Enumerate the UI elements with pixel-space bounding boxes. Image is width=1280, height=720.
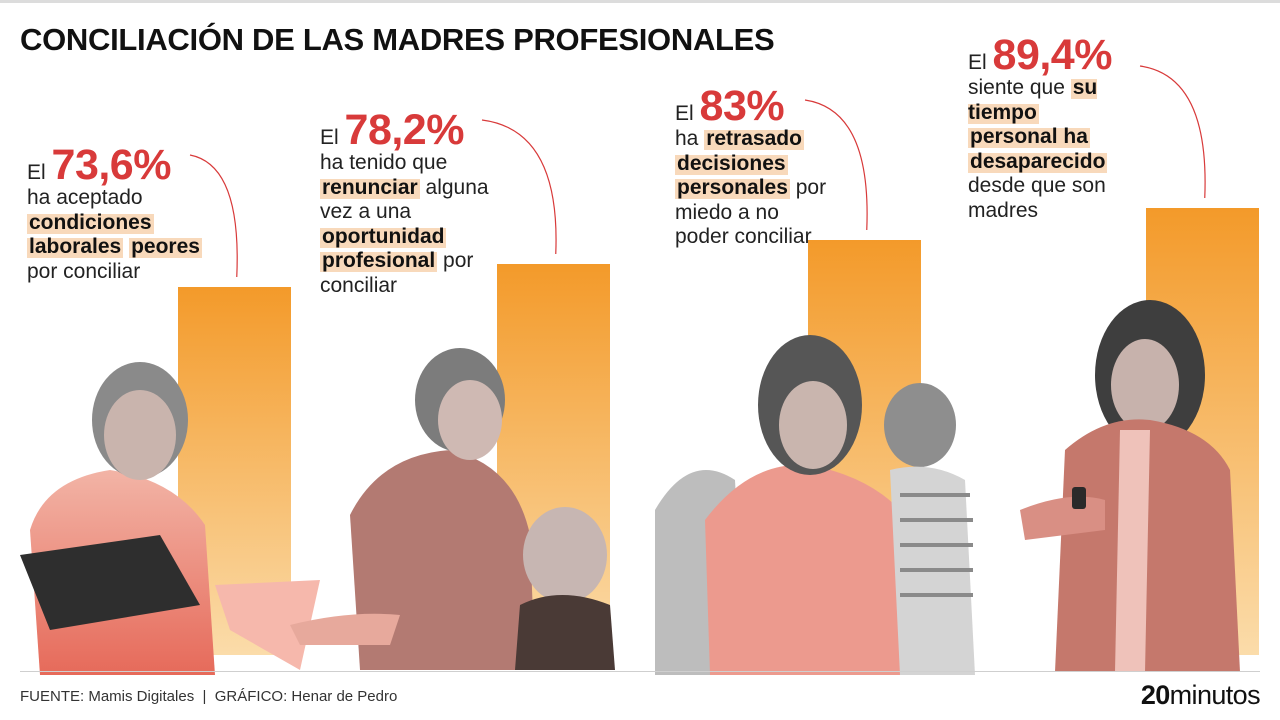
stat-percentage: 83%	[699, 82, 785, 130]
highlighted-phrase: laborales	[27, 235, 124, 258]
stat-prefix: El	[968, 51, 987, 74]
stat-block-2: El 78,2% ha tenido que renunciar alguna v…	[320, 109, 520, 298]
stat-text: siente que su tiempo personal ha desapar…	[968, 76, 1108, 222]
brand-logo[interactable]: 20minutos	[1140, 680, 1261, 711]
highlighted-phrase: su tiempo	[968, 76, 1098, 124]
highlighted-phrase: decisiones	[675, 151, 788, 175]
footer-rule	[20, 671, 1260, 672]
highlighted-phrase: profesional	[320, 249, 438, 272]
connector-line-1	[189, 154, 238, 278]
stat-percentage: 89,4%	[992, 31, 1113, 79]
highlighted-phrase: desaparecido	[968, 149, 1108, 173]
stat-prefix: El	[27, 161, 46, 184]
mother-with-clipboard-photo	[20, 362, 320, 675]
connector-line-2	[481, 119, 557, 255]
highlighted-phrase: peores	[129, 235, 202, 258]
mother-thinking-with-child-photo	[655, 335, 975, 675]
connector-line-3	[804, 99, 868, 231]
highlighted-phrase: renunciar	[320, 175, 420, 199]
highlighted-phrase: oportunidad	[320, 224, 447, 248]
stat-text: ha aceptado condiciones laborales peores…	[27, 186, 202, 283]
stat-block-3: El 83% ha retrasado decisiones personales…	[675, 85, 835, 250]
highlighted-phrase: condiciones	[27, 210, 154, 234]
connector-line-4	[1139, 65, 1206, 199]
highlighted-phrase: personal ha	[968, 125, 1090, 148]
stat-block-4: El 89,4% siente que su tiempo personal ha…	[968, 34, 1133, 223]
stat-text: ha tenido que renunciar alguna vez a una…	[320, 151, 489, 297]
highlighted-phrase: personales	[675, 176, 790, 199]
source-credit: FUENTE: Mamis Digitales | GRÁFICO: Henar…	[20, 688, 398, 705]
stat-percentage: 78,2%	[344, 106, 465, 154]
page-title: CONCILIACIÓN DE LAS MADRES PROFESIONALES	[20, 22, 775, 57]
stat-prefix: El	[320, 126, 339, 149]
top-rule	[0, 0, 1280, 3]
mother-on-phone-with-baby-photo	[290, 348, 615, 670]
stat-text: ha retrasado decisiones personales por m…	[675, 127, 827, 248]
mother-checking-watch-photo	[1020, 300, 1240, 672]
highlighted-phrase: retrasado	[704, 127, 804, 150]
connectors-group	[189, 65, 1206, 278]
stat-percentage: 73,6%	[51, 141, 172, 189]
stat-block-1: El 73,6% ha aceptado condiciones laborale…	[27, 144, 227, 284]
stat-prefix: El	[675, 102, 694, 125]
brand-word: minutos	[1169, 680, 1261, 710]
brand-number: 20	[1140, 680, 1170, 710]
